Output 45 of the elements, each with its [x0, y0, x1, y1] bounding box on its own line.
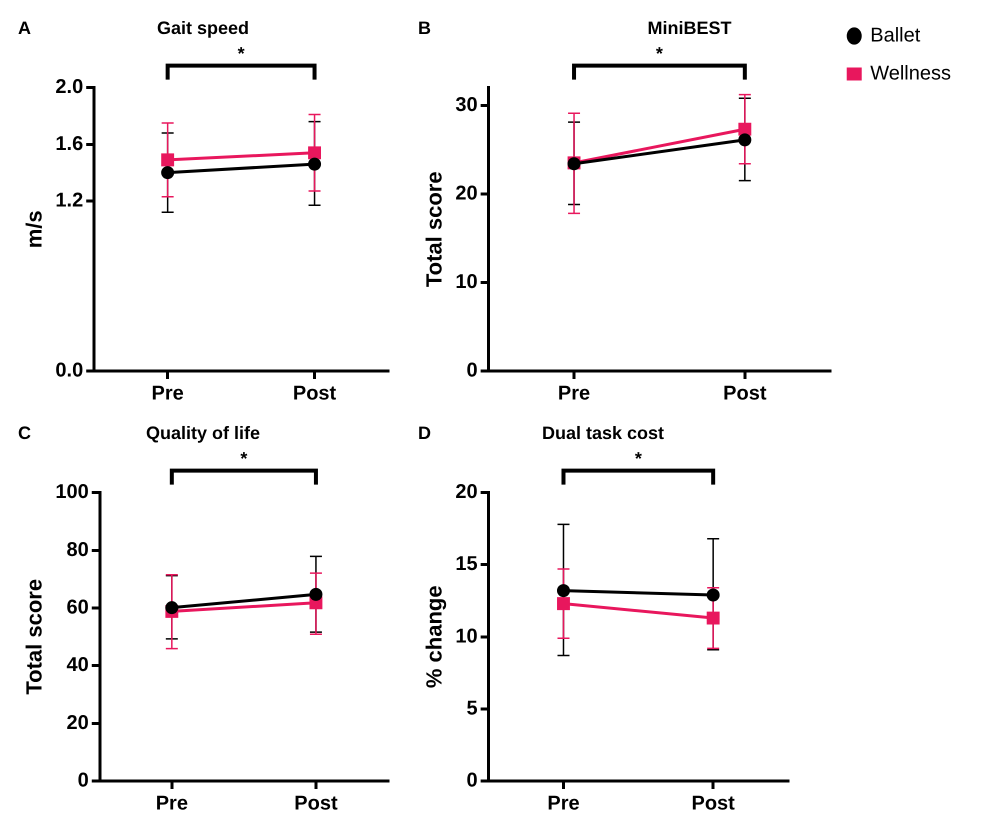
text: *: [240, 448, 248, 469]
x-tick-label: Pre: [152, 382, 184, 405]
chart-title: MiniBEST: [648, 18, 732, 38]
y-axis-title: Total score: [421, 171, 446, 288]
y-axis-title: % change: [421, 585, 446, 688]
y-tick-label: 20: [66, 712, 89, 734]
y-axis-title: Total score: [21, 578, 46, 695]
x-tick-label: Pre: [547, 792, 580, 815]
y-tick-label: 10: [455, 270, 478, 293]
x-tick-label: Post: [691, 792, 736, 815]
y-tick-label: 1.2: [55, 189, 84, 212]
y-tick-label: 30: [455, 94, 478, 116]
y-axis-title: m/s: [21, 210, 46, 248]
text: D: [418, 422, 431, 443]
y-tick-label: 100: [55, 481, 89, 504]
y-tick-label: 2.0: [55, 76, 84, 98]
y-tick-label: 60: [66, 596, 89, 618]
y-tick-label: 0: [78, 770, 89, 792]
y-tick-label: 15: [455, 553, 478, 576]
chart-title: Dual task cost: [542, 422, 664, 443]
y-tick-label: 40: [66, 654, 89, 676]
x-tick-label: Pre: [156, 792, 188, 815]
legend-label: Wellness: [870, 62, 952, 85]
y-tick-label: 20: [455, 182, 478, 204]
text: B: [418, 18, 431, 38]
y-tick-label: 10: [455, 625, 478, 648]
text: C: [18, 422, 31, 443]
x-tick-label: Post: [292, 382, 337, 405]
y-tick-label: 1.6: [55, 132, 84, 155]
y-tick-label: 0.0: [55, 360, 84, 382]
y-tick-label: 0: [466, 360, 478, 382]
y-tick-label: 0: [466, 770, 478, 792]
x-tick-label: Post: [294, 792, 338, 815]
text: *: [656, 44, 663, 64]
text: A: [18, 18, 31, 38]
legend-label: Ballet: [870, 24, 921, 47]
text: *: [634, 448, 642, 469]
y-tick-label: 5: [466, 697, 478, 720]
chart-title: Gait speed: [156, 18, 250, 38]
chart-title: Quality of life: [146, 422, 260, 443]
x-tick-label: Post: [723, 382, 767, 405]
text: *: [238, 44, 245, 64]
x-tick-label: Pre: [558, 382, 590, 405]
y-tick-label: 20: [455, 481, 478, 504]
y-tick-label: 80: [66, 538, 89, 561]
